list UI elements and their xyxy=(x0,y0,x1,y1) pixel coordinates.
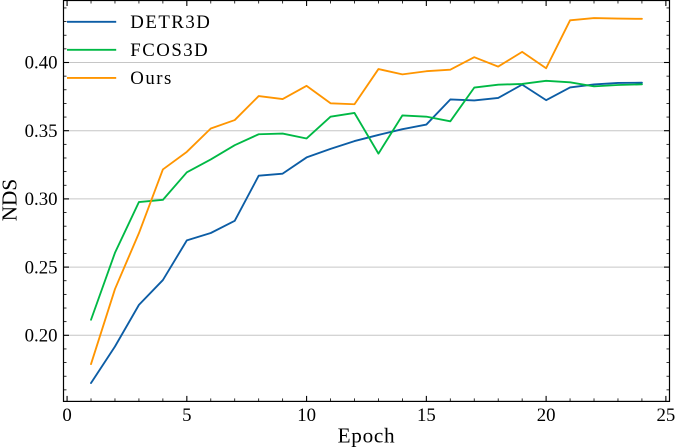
svg-text:20: 20 xyxy=(537,405,556,426)
svg-text:0.40: 0.40 xyxy=(25,53,58,74)
svg-text:NDS: NDS xyxy=(0,179,21,221)
svg-text:0: 0 xyxy=(62,405,71,426)
svg-text:0.25: 0.25 xyxy=(25,257,58,278)
svg-text:Ours: Ours xyxy=(130,68,173,89)
svg-text:DETR3D: DETR3D xyxy=(130,12,211,33)
svg-text:25: 25 xyxy=(656,405,675,426)
svg-text:0.35: 0.35 xyxy=(25,121,58,142)
svg-text:Epoch: Epoch xyxy=(338,423,396,447)
svg-text:15: 15 xyxy=(417,405,436,426)
svg-text:10: 10 xyxy=(297,405,316,426)
svg-text:5: 5 xyxy=(182,405,191,426)
svg-text:0.30: 0.30 xyxy=(25,189,58,210)
svg-text:0.20: 0.20 xyxy=(25,325,58,346)
svg-text:FCOS3D: FCOS3D xyxy=(130,40,209,61)
